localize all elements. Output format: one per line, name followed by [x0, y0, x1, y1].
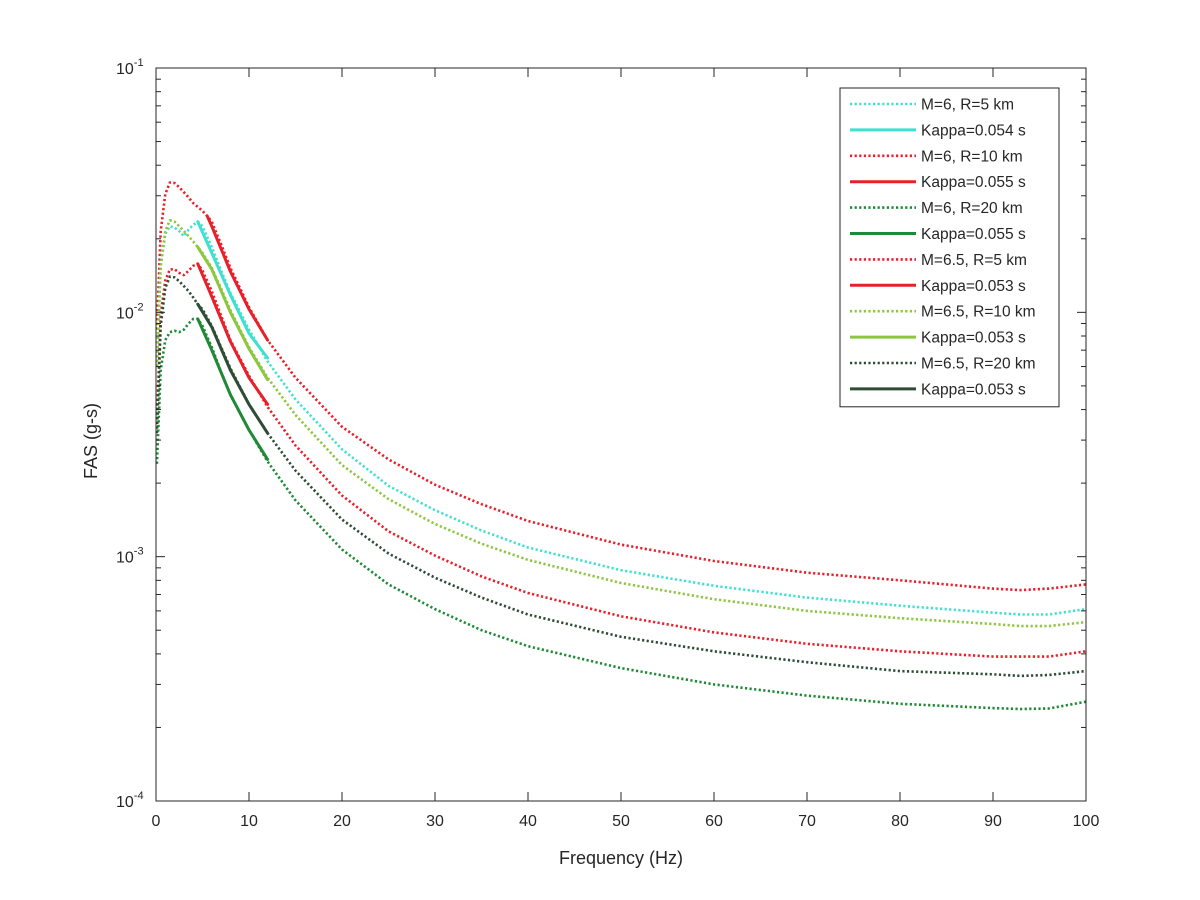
x-tick-label: 10 — [240, 813, 258, 830]
x-tick-label: 20 — [333, 813, 351, 830]
legend-label-2: Kappa=0.054 s — [921, 122, 1026, 139]
y-tick-label: 10-4 — [116, 790, 144, 811]
series-line-3 — [156, 262, 1086, 658]
legend-label-10: Kappa=0.053 s — [921, 330, 1026, 347]
x-tick-label: 40 — [519, 813, 537, 830]
legend-label-7: M=6.5, R=5 km — [921, 252, 1027, 269]
legend-label-3: M=6, R=10 km — [921, 148, 1023, 165]
legend-label-1: M=6, R=5 km — [921, 97, 1014, 114]
x-tick-label: 30 — [426, 813, 444, 830]
y-tick-label: 10-1 — [116, 57, 144, 78]
axes: 0 10 20 30 40 50 60 70 80 90 100 10-4 10-3 10-2 10-1 — [116, 57, 1099, 830]
legend-box — [839, 87, 1060, 408]
x-tick-label: 0 — [152, 813, 161, 830]
x-tick-label: 70 — [798, 813, 816, 830]
series-line-12 — [196, 302, 270, 435]
x-axis-label: Frequency (Hz) — [559, 848, 683, 868]
x-tick-label: 50 — [612, 813, 630, 830]
legend-label-12: Kappa=0.053 s — [921, 381, 1026, 398]
x-tick-label: 60 — [705, 813, 723, 830]
legend-label-8: Kappa=0.053 s — [921, 278, 1026, 295]
y-tick-label: 10-3 — [116, 546, 144, 567]
series-layer — [156, 181, 1086, 711]
y-axis-label: FAS (g-s) — [81, 403, 101, 479]
x-tick-label: 80 — [891, 813, 909, 830]
legend-label-9: M=6.5, R=10 km — [921, 304, 1036, 321]
x-tick-label: 90 — [984, 813, 1002, 830]
y-tick-label: 10-2 — [116, 301, 144, 322]
series-line-6 — [196, 317, 270, 461]
series-line-8 — [205, 214, 270, 342]
series-line-2 — [196, 220, 270, 360]
legend-label-5: M=6, R=20 km — [921, 200, 1023, 217]
series-line-4 — [196, 262, 270, 406]
legend-label-4: Kappa=0.055 s — [921, 174, 1026, 191]
legend: M=6, R=5 km Kappa=0.054 s M=6, R=10 km Kapp… — [839, 87, 1060, 408]
series-line-10 — [196, 245, 270, 382]
x-tick-label: 100 — [1073, 813, 1100, 830]
legend-label-6: Kappa=0.055 s — [921, 226, 1026, 243]
legend-label-11: M=6.5, R=20 km — [921, 356, 1036, 373]
